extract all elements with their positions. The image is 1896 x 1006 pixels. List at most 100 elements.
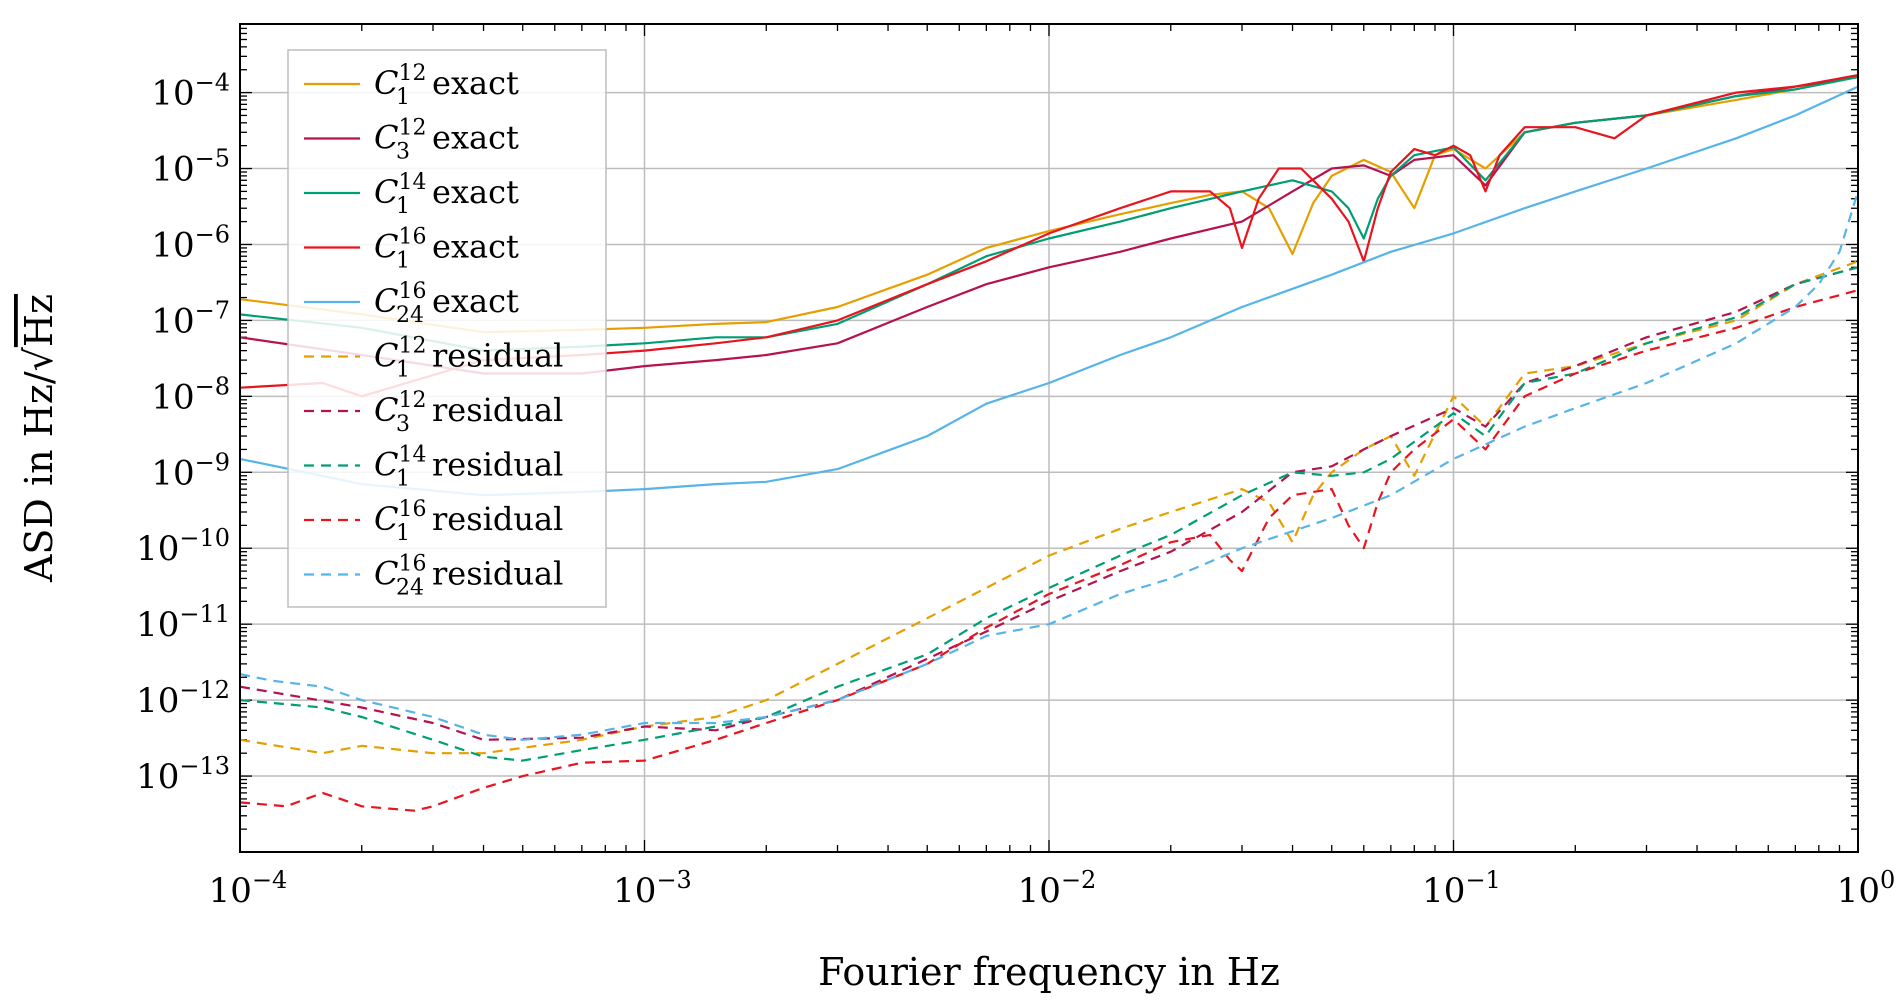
y-tick-label-9-base: 10 [136, 757, 179, 797]
series-line-2 [239, 76, 1859, 352]
y-tick-label-4: 10−8 [151, 372, 230, 417]
legend-label-2-base: C [374, 173, 398, 211]
x-tick-label-4-exp: 0 [1880, 866, 1895, 894]
y-tick-label-2-base: 10 [151, 225, 194, 265]
legend-label-8-sub: 1 [396, 521, 410, 546]
y-tick-label-6: 10−10 [136, 524, 230, 569]
y-tick-label-0: 10−4 [151, 69, 230, 114]
series-line-5 [239, 260, 1859, 755]
svg-text:ASD in Hz/√Hz: ASD in Hz/√Hz [17, 294, 61, 583]
legend-label-3: C16 1 exact [374, 225, 519, 274]
legend-label-7: C14 1 residual [374, 443, 563, 492]
legend-label-8-sup: 16 [398, 497, 426, 522]
series-line-4 [239, 85, 1859, 497]
series-line-8 [239, 289, 1859, 812]
legend-label-7-suffix: residual [432, 446, 563, 484]
legend-label-8: C16 1 residual [374, 497, 563, 546]
y-tick-label-5-base: 10 [151, 453, 194, 493]
series-line-7 [239, 266, 1859, 762]
y-tick-label-5: 10−9 [151, 448, 230, 493]
x-tick-label-1-base: 10 [613, 871, 656, 911]
y-tick-label-5-exp: −9 [195, 448, 230, 476]
y-tick-label-1-base: 10 [151, 150, 194, 190]
legend-label-9-sup: 16 [398, 552, 426, 577]
legend-label-0: C12 1 exact [374, 61, 519, 110]
legend-label-5-suffix: residual [432, 337, 563, 375]
legend-label-2: C14 1 exact [374, 170, 519, 219]
legend-label-1-sub: 3 [396, 140, 410, 165]
y-tick-label-7-exp: −11 [179, 600, 230, 628]
legend-label-5-sub: 1 [396, 358, 410, 383]
y-axis-sqrt-sign: √ [17, 346, 61, 371]
legend-label-2-suffix: exact [432, 173, 519, 211]
legend-label-9-suffix: residual [432, 555, 563, 593]
legend-label-4-sub: 24 [396, 303, 424, 328]
legend-label-0-suffix: exact [432, 64, 519, 102]
series-line-3 [239, 74, 1859, 398]
legend-label-4-base: C [374, 282, 398, 320]
y-tick-label-9-exp: −13 [179, 752, 230, 780]
legend-label-7-base: C [374, 446, 398, 484]
legend-label-3-base: C [374, 228, 398, 266]
y-tick-label-8-base: 10 [136, 681, 179, 721]
legend-label-6-sub: 3 [396, 412, 410, 437]
y-tick-label-3-exp: −7 [195, 296, 230, 324]
plot-frame [239, 23, 1859, 853]
x-tick-label-2-base: 10 [1018, 871, 1061, 911]
legend-label-3-sub: 1 [396, 249, 410, 274]
x-tick-label-1-exp: −3 [656, 866, 691, 894]
y-tick-label-1-exp: −5 [195, 145, 230, 173]
series-group [239, 74, 1860, 812]
legend-label-1-base: C [374, 119, 398, 157]
series-line-6 [239, 266, 1859, 741]
y-tick-label-7-base: 10 [136, 605, 179, 645]
legend-label-9: C16 24 residual [374, 552, 563, 601]
y-axis-title-radicand: Hz [17, 294, 61, 347]
legend-label-3-sup: 16 [398, 225, 426, 250]
x-tick-label-2-exp: −2 [1061, 866, 1096, 894]
y-tick-label-3: 10−7 [151, 296, 230, 341]
x-tick-labels: 10−4 10−3 10−2 10−1 100 [209, 866, 1896, 911]
legend-label-7-sub: 1 [396, 467, 410, 492]
legend-label-5-sup: 12 [398, 334, 426, 359]
legend-label-9-sub: 24 [396, 576, 424, 601]
legend-label-2-sub: 1 [396, 194, 410, 219]
y-tick-label-0-exp: −4 [195, 69, 230, 97]
legend-label-8-suffix: residual [432, 500, 563, 538]
series-line-9 [239, 191, 1860, 741]
y-tick-labels: 10−410−510−610−710−810−910−1010−1110−121… [136, 69, 230, 797]
y-tick-label-6-base: 10 [136, 529, 179, 569]
legend-label-3-suffix: exact [432, 228, 519, 266]
x-tick-label-1: 10−3 [613, 866, 692, 911]
legend-label-6: C12 3 residual [374, 388, 563, 437]
x-tick-label-2: 10−2 [1018, 866, 1097, 911]
legend-label-6-base: C [374, 391, 398, 429]
legend-box [287, 49, 607, 608]
x-tick-label-0-exp: −4 [252, 866, 287, 894]
y-tick-label-2: 10−6 [151, 220, 230, 265]
y-tick-label-8: 10−12 [136, 676, 230, 721]
x-tick-label-3: 10−1 [1422, 866, 1501, 911]
y-tick-label-2-exp: −6 [195, 220, 230, 248]
y-tick-label-4-exp: −8 [195, 372, 230, 400]
x-axis-title: Fourier frequency in Hz [818, 950, 1280, 994]
y-axis-title: ASD in Hz/√Hz [17, 294, 61, 583]
legend-label-9-base: C [374, 555, 398, 593]
legend-label-0-base: C [374, 64, 398, 102]
legend-label-8-base: C [374, 500, 398, 538]
legend-label-1-sup: 12 [398, 116, 426, 141]
legend-label-1: C12 3 exact [374, 116, 519, 165]
legend-label-2-sup: 14 [398, 170, 426, 195]
y-tick-label-9: 10−13 [136, 752, 230, 797]
y-axis-title-prefix: ASD in Hz/ [17, 371, 61, 583]
y-tick-label-6-exp: −10 [179, 524, 230, 552]
y-tick-label-1: 10−5 [151, 145, 230, 190]
legend-label-4-sup: 16 [398, 279, 426, 304]
legend-label-1-suffix: exact [432, 119, 519, 157]
legend-label-4: C16 24 exact [374, 279, 519, 328]
x-tick-label-0: 10−4 [209, 866, 288, 911]
legend-label-5: C12 1 residual [374, 334, 563, 383]
legend-label-6-sup: 12 [398, 388, 426, 413]
legend-label-6-suffix: residual [432, 391, 563, 429]
